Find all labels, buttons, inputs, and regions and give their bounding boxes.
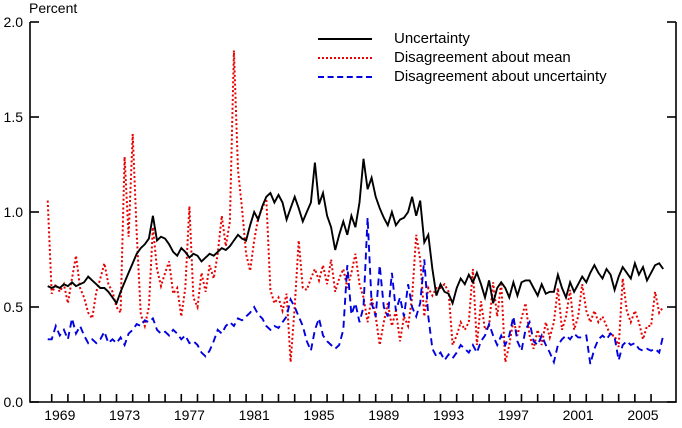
legend-item-disagreement-uncertainty: Disagreement about uncertainty bbox=[318, 67, 607, 86]
y-axis-title: Percent bbox=[29, 0, 78, 16]
y-tick-label: 1.5 bbox=[4, 109, 24, 125]
x-tick-label: 1973 bbox=[109, 407, 140, 423]
x-tick-label: 1993 bbox=[433, 407, 464, 423]
x-tick-label: 2001 bbox=[563, 407, 594, 423]
y-tick-label: 1.0 bbox=[4, 204, 24, 220]
disagreement-about-mean-line bbox=[46, 50, 665, 363]
uncertainty-line bbox=[47, 158, 664, 307]
x-tick-label: 2005 bbox=[627, 407, 658, 423]
x-axis: 1969 1973 1977 1981 1985 1989 1993 1997 2001 2005 bbox=[44, 394, 659, 423]
x-tick-label: 1989 bbox=[368, 407, 399, 423]
legend: Uncertainty Disagreement about mean Disa… bbox=[318, 29, 607, 86]
legend-label-disagreement-uncertainty: Disagreement about uncertainty bbox=[394, 68, 607, 85]
legend-label-disagreement-mean: Disagreement about mean bbox=[394, 49, 571, 66]
uncertainty-line-swatch bbox=[318, 37, 372, 40]
y-axis: 0.0 0.5 1.0 1.5 2.0 bbox=[4, 14, 676, 410]
y-tick-label: 2.0 bbox=[4, 14, 24, 30]
legend-label-uncertainty: Uncertainty bbox=[394, 30, 470, 47]
x-tick-label: 1977 bbox=[174, 407, 205, 423]
x-tick-label: 1997 bbox=[498, 407, 529, 423]
y-tick-label: 0.0 bbox=[4, 394, 24, 410]
y-tick-label: 0.5 bbox=[4, 299, 24, 315]
x-tick-label: 1969 bbox=[44, 407, 75, 423]
x-tick-label: 1985 bbox=[303, 407, 334, 423]
disagreement-about-uncertainty-line bbox=[47, 217, 665, 366]
x-tick-label: 1981 bbox=[239, 407, 270, 423]
legend-item-disagreement-mean: Disagreement about mean bbox=[318, 48, 607, 67]
legend-item-uncertainty: Uncertainty bbox=[318, 29, 607, 48]
disagreement-uncertainty-line-swatch bbox=[318, 75, 372, 78]
disagreement-mean-line-swatch bbox=[318, 56, 372, 59]
